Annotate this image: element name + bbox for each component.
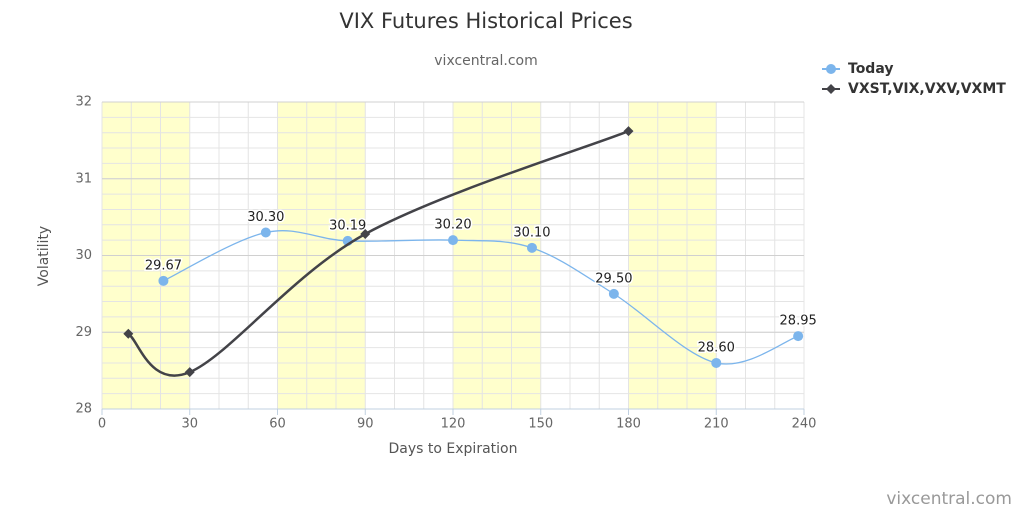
x-tick-label: 240 [792,417,817,432]
data-label: 29.67 [145,258,182,273]
x-tick-label: 120 [441,417,466,432]
point [158,275,169,286]
credits: vixcentral.com [886,489,1012,509]
y-tick-label: 32 [75,95,92,110]
y-tick-label: 28 [75,402,92,417]
legend-label: Today [848,61,893,77]
plot-area [101,101,805,410]
data-label: 30.20 [434,218,471,233]
data-label: 28.60 [698,340,735,355]
x-tick-label: 150 [528,417,553,432]
data-label: 29.50 [595,271,632,286]
point [526,242,537,253]
y-tick-label: 31 [75,171,92,186]
x-tick-label: 180 [616,417,641,432]
legend-symbol [826,64,836,74]
data-label: 30.10 [513,225,550,240]
point [360,229,371,240]
legend-label: VXST,VIX,VXV,VXMT [848,81,1006,97]
data-label: 30.30 [247,210,284,225]
chart-title: VIX Futures Historical Prices [339,9,632,33]
y-axis-label: Volatility [36,226,52,286]
point [608,288,619,299]
y-tick-label: 29 [75,325,92,340]
x-tick-label: 60 [269,417,286,432]
series-line [127,130,629,377]
x-axis-label: Days to Expiration [389,441,518,457]
chart-subtitle: vixcentral.com [434,53,537,69]
data-label: 28.95 [780,314,817,329]
x-tick-label: 0 [98,417,106,432]
data-label: 30.19 [329,218,366,233]
x-tick-label: 30 [181,417,198,432]
point [793,331,804,342]
x-tick-label: 90 [357,417,374,432]
point [123,328,134,339]
point [448,235,458,246]
point [623,126,634,137]
legend-symbol [826,84,836,94]
x-tick-label: 210 [704,417,729,432]
point [260,227,271,238]
y-tick-label: 30 [75,248,92,263]
point [184,367,195,378]
point [711,357,722,368]
